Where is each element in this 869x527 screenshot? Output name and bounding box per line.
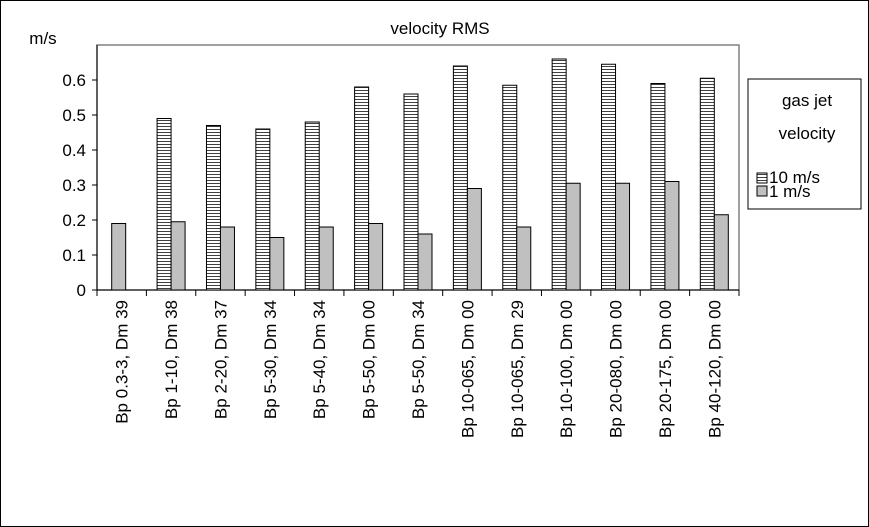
x-axis: Bp 0.3-3, Dm 39 Bp 1-10, Dm 38 Bp 2-20, Dm… [96,289,740,438]
legend-label-10ms: 10 m/s [769,168,820,187]
bar-10ms [304,121,320,291]
bar-10ms [551,58,567,291]
x-tick-label: Bp 40-120, Dm 00 [705,300,724,438]
x-tick-label: Bp 10-065, Dm 29 [508,300,527,438]
y-axis: 0 0.1 0.2 0.3 0.4 0.5 0.6 [62,45,98,300]
x-tick-label: Bp 20-175, Dm 00 [656,300,675,438]
chart-title: velocity RMS [390,19,489,38]
y-tick-label: 0.4 [62,141,86,160]
bar-1ms [269,237,285,291]
bar-10ms [601,63,617,291]
bar-1ms [318,226,334,291]
bar-1ms [516,226,532,291]
bars [111,58,729,291]
x-tick-label: Bp 10-100, Dm 00 [557,300,576,438]
y-tick-label: 0 [77,281,86,300]
x-tick-label: Bp 5-50, Dm 00 [360,300,379,419]
bar-10ms [650,83,666,291]
legend-swatch-10ms [756,172,768,184]
legend-title-line-2: velocity [779,124,836,143]
bar-1ms [219,226,235,291]
bar-1ms [713,214,729,291]
legend: gas jet velocity 10 m/s 1 m/s [747,78,862,210]
x-tick-label: Bp 5-30, Dm 34 [261,300,280,419]
y-tick-label: 0.6 [62,71,86,90]
bar-10ms [452,65,468,291]
y-axis-label: m/s [29,29,56,48]
x-tick-label: Bp 1-10, Dm 38 [162,300,181,419]
y-tick-label: 0.1 [62,246,86,265]
y-tick-label: 0.5 [62,106,86,125]
bar-1ms [565,182,581,291]
bar-10ms [205,125,221,291]
bar-1ms [368,223,384,291]
bar-1ms [664,181,680,291]
bar-1ms [466,188,482,291]
x-tick-label: Bp 5-50, Dm 34 [409,300,428,419]
legend-title-line-1: gas jet [782,91,832,110]
bar-1ms [111,223,127,291]
legend-swatch-1ms [756,185,768,197]
bar-10ms [156,118,172,291]
bar-1ms [417,233,433,291]
bar-10ms [502,84,518,291]
bar-1ms [170,221,186,291]
x-tick-label: Bp 20-080, Dm 00 [607,300,626,438]
x-tick-label: Bp 10-065, Dm 00 [458,300,477,438]
legend-label-1ms: 1 m/s [769,182,811,201]
bar-10ms [403,93,419,291]
bar-1ms [615,182,631,291]
x-tick-label: Bp 0.3-3, Dm 39 [113,300,132,424]
x-tick-label: Bp 5-40, Dm 34 [310,300,329,419]
bar-10ms [699,77,715,291]
y-tick-label: 0.3 [62,176,86,195]
bar-10ms [354,86,370,291]
y-tick-label: 0.2 [62,211,86,230]
x-tick-label: Bp 2-20, Dm 37 [211,300,230,419]
bar-10ms [255,128,271,291]
